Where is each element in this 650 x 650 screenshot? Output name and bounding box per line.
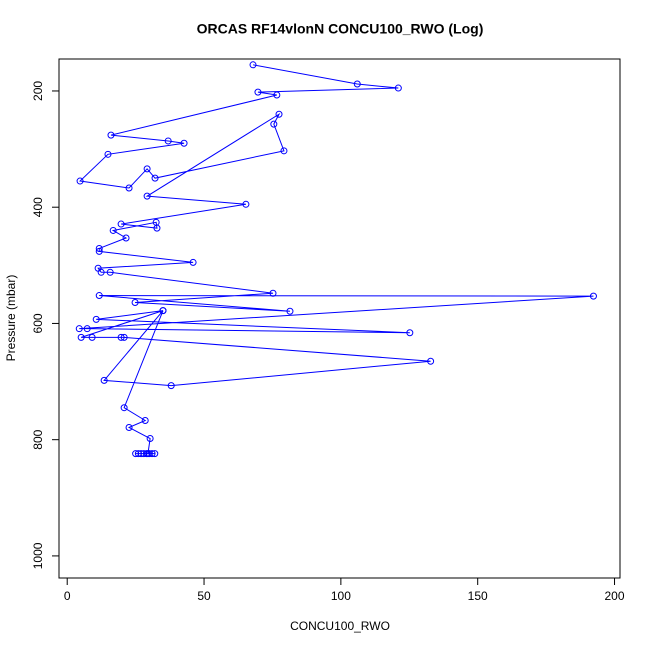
x-tick-label: 50	[197, 589, 211, 603]
data-point	[107, 131, 115, 139]
data-point	[83, 325, 91, 333]
data-point	[140, 450, 148, 458]
data-point	[122, 234, 130, 242]
y-tick-label: 600	[31, 313, 45, 333]
data-line	[78, 64, 594, 455]
y-axis-label: Pressure (mbar)	[4, 275, 18, 362]
y-tick-label: 400	[31, 197, 45, 217]
data-point	[164, 137, 172, 145]
data-point	[406, 329, 414, 337]
data-point	[92, 315, 100, 323]
data-point	[117, 220, 125, 228]
x-tick-label: 0	[64, 589, 71, 603]
data-point	[151, 174, 159, 182]
x-tick-label: 100	[331, 589, 351, 603]
data-point	[109, 226, 117, 234]
data-point	[77, 333, 85, 341]
data-point	[427, 357, 435, 365]
data-point	[143, 450, 151, 458]
data-point	[159, 307, 167, 315]
data-point	[120, 333, 128, 341]
x-tick-label: 150	[468, 589, 488, 603]
data-point	[353, 80, 361, 88]
data-point	[249, 61, 257, 69]
data-point	[145, 450, 153, 458]
data-point	[143, 165, 151, 173]
data-point	[125, 184, 133, 192]
data-point	[180, 139, 188, 147]
y-tick-label: 1000	[31, 542, 45, 569]
data-point	[88, 333, 96, 341]
data-point	[280, 147, 288, 155]
data-point	[120, 404, 128, 412]
x-tick-label: 200	[605, 589, 625, 603]
data-point	[394, 84, 402, 92]
data-point	[148, 450, 156, 458]
data-point	[270, 120, 278, 128]
data-point	[95, 292, 103, 300]
plot-frame	[58, 58, 621, 579]
data-point	[95, 244, 103, 252]
data-point	[125, 423, 133, 431]
data-point	[97, 268, 105, 276]
data-point	[76, 177, 84, 185]
chart-title: ORCAS RF14vlonN CONCU100_RWO (Log)	[197, 21, 484, 37]
data-point	[273, 91, 281, 99]
data-point	[589, 292, 597, 300]
data-point	[100, 376, 108, 384]
data-point	[117, 333, 125, 341]
data-point	[75, 325, 83, 333]
data-point	[141, 416, 149, 424]
data-point	[189, 258, 197, 266]
data-point	[286, 307, 294, 315]
y-tick-label: 200	[31, 81, 45, 101]
data-point	[104, 150, 112, 158]
data-point	[146, 435, 154, 443]
data-point	[242, 200, 250, 208]
data-point	[269, 289, 277, 297]
y-tick-label: 800	[31, 429, 45, 449]
data-point	[143, 192, 151, 200]
data-point	[254, 88, 262, 96]
data-point	[151, 450, 159, 458]
data-point	[106, 268, 114, 276]
data-point	[131, 299, 139, 307]
data-point	[152, 218, 160, 226]
data-point	[167, 382, 175, 390]
data-point	[95, 247, 103, 255]
x-axis-label: CONCU100_RWO	[290, 619, 390, 633]
data-point	[132, 450, 140, 458]
data-point	[275, 110, 283, 118]
data-point	[137, 450, 145, 458]
data-point	[134, 450, 142, 458]
